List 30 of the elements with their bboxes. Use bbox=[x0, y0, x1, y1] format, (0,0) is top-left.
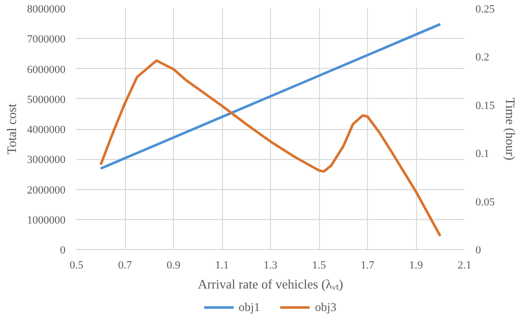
y-axis-title: Total cost bbox=[4, 103, 19, 154]
x-tick-label: 1.5 bbox=[312, 260, 326, 272]
x-tick-label: 2.1 bbox=[458, 260, 472, 272]
y2-tick-label: 0.25 bbox=[476, 4, 496, 16]
y-tick-label: 0 bbox=[60, 244, 66, 256]
y-tick-label: 1000000 bbox=[27, 214, 66, 226]
y2-tick-label: 0.15 bbox=[476, 100, 496, 112]
line-series bbox=[100, 59, 442, 238]
y2-tick-label: 0.1 bbox=[476, 148, 490, 160]
x-tick-label: 0.7 bbox=[118, 260, 132, 272]
y2-tick-label: 0.2 bbox=[476, 52, 490, 64]
x-tick-label: 1.1 bbox=[215, 260, 229, 272]
y-tick-label: 7000000 bbox=[27, 34, 66, 46]
y-tick-label: 6000000 bbox=[27, 64, 66, 76]
x-tick-label: 1.7 bbox=[360, 260, 375, 272]
x-tick-label: 1.9 bbox=[409, 260, 424, 272]
x-axis-title: Arrival rate of vehicles (λᵥₜ) bbox=[198, 276, 344, 292]
y-tick-label: 4000000 bbox=[27, 124, 66, 136]
x-tick-label: 0.5 bbox=[70, 260, 84, 272]
legend-label: obj1 bbox=[238, 300, 260, 314]
y-tick-label: 5000000 bbox=[27, 94, 66, 106]
y-tick-label: 8000000 bbox=[27, 4, 66, 16]
y2-tick-label: 0 bbox=[476, 244, 482, 256]
x-tick-label: 1.3 bbox=[264, 260, 278, 272]
legend-label: obj3 bbox=[315, 300, 336, 314]
x-tick-label: 0.9 bbox=[166, 260, 181, 272]
y2-axis-title: Time (hour) bbox=[502, 98, 518, 160]
y-tick-label: 2000000 bbox=[27, 184, 66, 196]
y-tick-label: 3000000 bbox=[27, 154, 66, 166]
y2-tick-label: 0.05 bbox=[476, 196, 496, 208]
